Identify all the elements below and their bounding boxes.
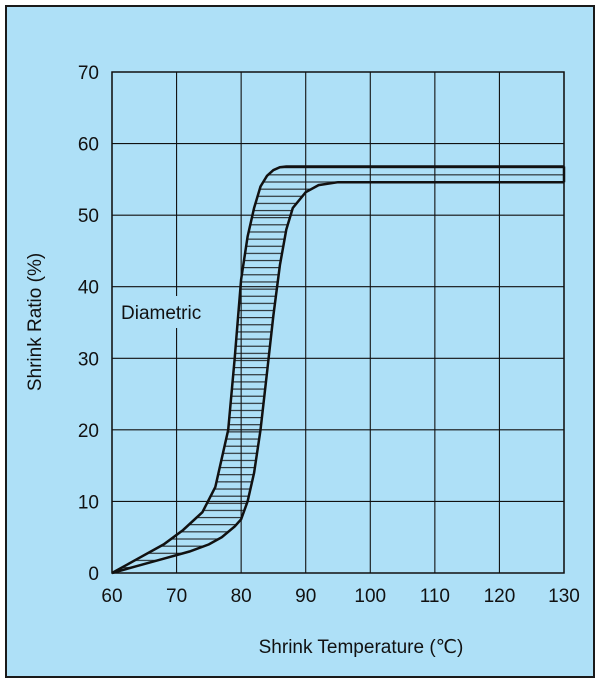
x-tick-label: 130 <box>548 586 580 607</box>
x-tick-label: 90 <box>295 586 316 607</box>
shrink-ratio-band <box>112 166 564 573</box>
y-tick-label: 20 <box>78 421 99 442</box>
plot-area-border <box>111 71 565 574</box>
annotation-diametric: Diametric <box>121 303 201 324</box>
x-axis-label: Shrink Temperature (℃) <box>259 637 464 658</box>
x-tick-label: 110 <box>420 586 450 607</box>
y-tick-label: 60 <box>78 135 99 156</box>
x-tick-label: 80 <box>231 586 252 607</box>
chart-background <box>5 5 595 678</box>
x-tick-label: 60 <box>101 586 122 607</box>
x-tick-label: 120 <box>484 586 516 607</box>
y-axis-ticks: 0 10 20 30 40 50 60 70 <box>78 63 99 585</box>
upper-curve <box>111 165 564 575</box>
lower-curve <box>111 180 564 575</box>
y-axis-label: Shrink Ratio (%) <box>25 253 46 391</box>
y-tick-label: 70 <box>78 63 99 84</box>
x-axis-ticks: 60 70 80 90 100 110 120 130 <box>101 586 579 607</box>
y-tick-label: 50 <box>78 206 99 227</box>
y-tick-label: 10 <box>78 492 99 513</box>
y-tick-label: 30 <box>78 349 99 370</box>
y-tick-label: 0 <box>88 564 99 585</box>
annotation-background <box>116 296 232 328</box>
x-tick-label: 70 <box>166 586 187 607</box>
y-tick-label: 40 <box>78 278 99 299</box>
x-tick-label: 100 <box>354 586 386 607</box>
